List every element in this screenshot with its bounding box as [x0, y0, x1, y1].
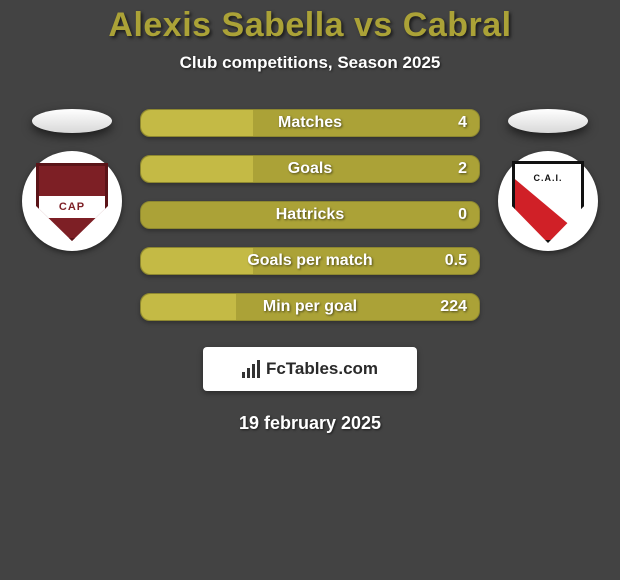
subtitle: Club competitions, Season 2025 [0, 53, 620, 73]
stat-label: Goals [288, 160, 332, 178]
stat-row: Hattricks 0 [140, 201, 480, 229]
stat-row: Matches 4 [140, 109, 480, 137]
stat-fill [141, 248, 253, 274]
shield-cap-band: CAP [39, 196, 105, 218]
date-text: 19 february 2025 [0, 413, 620, 434]
right-side: C.A.I. [498, 109, 598, 251]
stat-fill [141, 110, 253, 136]
bar-chart-icon [242, 360, 260, 378]
stat-value: 224 [440, 298, 467, 316]
stat-fill [141, 156, 253, 182]
stat-label: Goals per match [247, 252, 372, 270]
left-ellipse [32, 109, 112, 133]
right-ellipse [508, 109, 588, 133]
brand-text: FcTables.com [266, 359, 378, 379]
shield-cai-inner: C.A.I. [512, 161, 584, 243]
title: Alexis Sabella vs Cabral [0, 6, 620, 45]
stat-row: Goals per match 0.5 [140, 247, 480, 275]
left-club-badge: CAP [22, 151, 122, 251]
stat-row: Min per goal 224 [140, 293, 480, 321]
shield-cap: CAP [22, 151, 122, 251]
right-club-badge: C.A.I. [498, 151, 598, 251]
stat-value: 2 [458, 160, 467, 178]
shield-cai-code: C.A.I. [533, 173, 562, 183]
shield-cai-label: C.A.I. [515, 168, 581, 186]
left-side: CAP [22, 109, 122, 251]
brand-box: FcTables.com [203, 347, 417, 391]
stat-label: Hattricks [276, 206, 344, 224]
main-row: CAP Matches 4 Goals 2 Hattricks 0 Goals per ma… [0, 109, 620, 321]
shield-cap-inner: CAP [36, 163, 108, 241]
comparison-card: Alexis Sabella vs Cabral Club competitio… [0, 0, 620, 434]
stats-column: Matches 4 Goals 2 Hattricks 0 Goals per match 0… [140, 109, 480, 321]
stat-label: Matches [278, 114, 342, 132]
shield-cai: C.A.I. [498, 151, 598, 251]
stat-value: 0 [458, 206, 467, 224]
stat-row: Goals 2 [140, 155, 480, 183]
stat-value: 4 [458, 114, 467, 132]
stat-label: Min per goal [263, 298, 357, 316]
stat-value: 0.5 [445, 252, 467, 270]
stat-fill [141, 294, 236, 320]
shield-cap-code: CAP [59, 201, 85, 213]
